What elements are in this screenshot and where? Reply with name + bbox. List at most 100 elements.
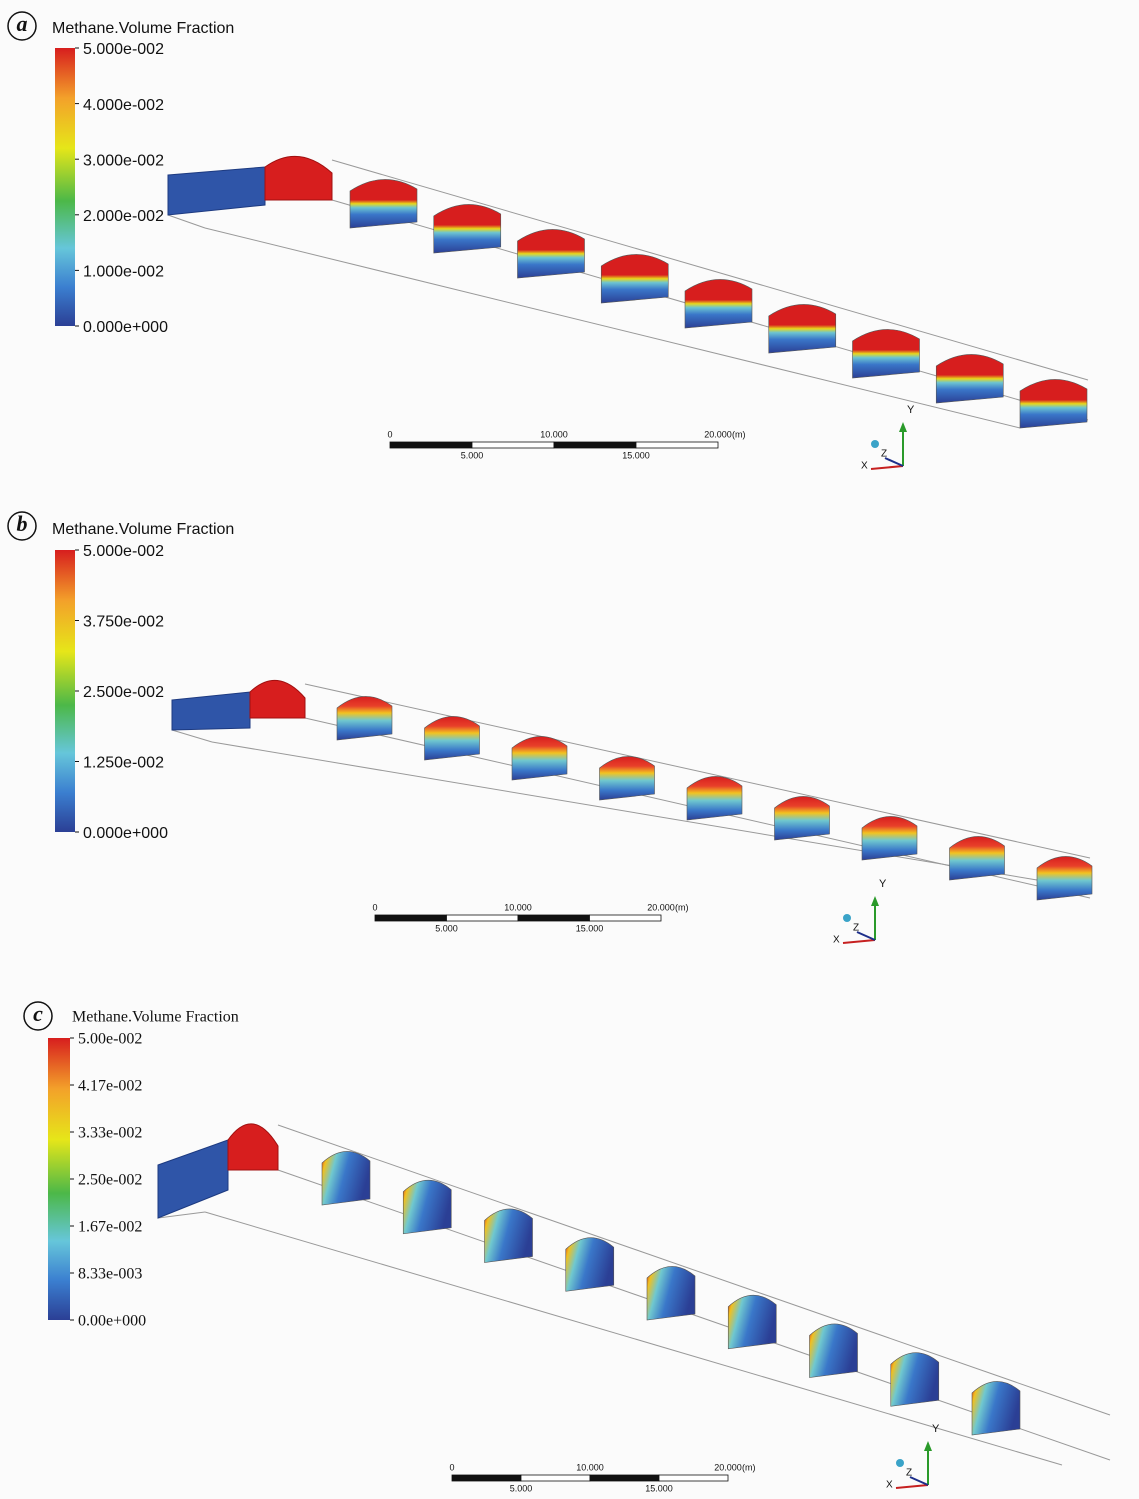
scale-label: 15.000	[645, 1483, 673, 1493]
color-bar-label: 5.00e-002	[78, 1031, 142, 1048]
scale-segment	[390, 442, 472, 448]
cross-section	[350, 179, 417, 228]
cross-section	[485, 1209, 533, 1263]
cross-section	[337, 696, 392, 740]
inlet-box	[158, 1140, 228, 1218]
scale-segment	[375, 915, 447, 921]
axis-z	[885, 458, 903, 466]
scale-label: 0	[449, 1462, 454, 1472]
color-bar	[48, 1038, 70, 1320]
scale-segment	[472, 442, 554, 448]
scale-segment	[447, 915, 519, 921]
axis-label: X	[861, 461, 868, 472]
tunnel-edge	[205, 228, 1020, 428]
axis-label: X	[886, 1480, 893, 1491]
cross-section	[647, 1266, 695, 1320]
scale-unit: (m)	[742, 1462, 756, 1472]
cross-section	[862, 816, 917, 860]
scale-label: 15.000	[576, 923, 604, 933]
color-bar-label: 1.67e-002	[78, 1219, 142, 1236]
inlet-box	[172, 692, 250, 730]
cross-section	[512, 736, 567, 780]
cross-section	[775, 796, 830, 840]
cross-section	[1020, 379, 1087, 428]
axis-label: Y	[932, 1423, 940, 1435]
axis-y-head	[924, 1441, 932, 1451]
scale-label: 15.000	[622, 450, 650, 460]
color-bar-label: 1.000e-002	[83, 264, 164, 281]
color-bar	[55, 48, 75, 326]
scale-unit: (m)	[732, 429, 746, 439]
cross-section	[566, 1238, 614, 1292]
axis-z	[857, 932, 875, 940]
cross-section	[600, 756, 655, 800]
cross-section	[425, 716, 480, 760]
color-bar-label: 1.250e-002	[83, 755, 164, 772]
scale-label: 5.000	[510, 1483, 533, 1493]
cross-section	[1037, 856, 1092, 900]
legend-title: Methane.Volume Fraction	[52, 521, 234, 538]
inlet-arch	[228, 1124, 278, 1170]
scale-segment	[452, 1475, 521, 1481]
axis-label: Z	[853, 923, 859, 934]
axis-z-dot	[896, 1459, 904, 1467]
axis-z-dot	[843, 914, 851, 922]
color-bar-label: 0.000e+000	[83, 319, 168, 336]
axis-label: Y	[907, 404, 915, 416]
cross-section	[434, 204, 501, 253]
cross-section	[601, 254, 668, 303]
scale-segment	[659, 1475, 728, 1481]
scale-label: 10.000	[576, 1462, 604, 1472]
tunnel-edge	[172, 730, 212, 742]
color-bar-label: 3.750e-002	[83, 614, 164, 631]
color-bar-label: 2.000e-002	[83, 208, 164, 225]
tunnel-edge	[168, 215, 205, 228]
color-bar-label: 3.000e-002	[83, 152, 164, 169]
figure: aMethane.Volume Fraction5.000e-0024.000e…	[0, 0, 1139, 1499]
color-bar-label: 8.33e-003	[78, 1266, 142, 1283]
scale-label: 10.000	[504, 902, 532, 912]
axis-label: X	[833, 935, 840, 946]
axis-label: Z	[881, 449, 887, 460]
panel-label: c	[33, 1001, 43, 1026]
axis-x	[843, 940, 875, 943]
scale-label: 20.000	[704, 429, 732, 439]
axis-y-head	[899, 422, 907, 432]
cross-section	[403, 1180, 451, 1234]
scale-segment	[554, 442, 636, 448]
cross-section	[687, 776, 742, 820]
cross-section	[891, 1353, 939, 1407]
legend-title: Methane.Volume Fraction	[72, 1009, 239, 1026]
scale-label: 0	[372, 902, 377, 912]
cross-section	[728, 1295, 776, 1349]
scale-label: 5.000	[435, 923, 458, 933]
axis-z	[910, 1477, 928, 1485]
scale-label: 20.000	[647, 902, 675, 912]
cross-section	[518, 229, 585, 278]
scale-label: 0	[387, 429, 392, 439]
legend-title: Methane.Volume Fraction	[52, 20, 234, 37]
inlet-arch	[250, 680, 305, 718]
cross-section	[685, 279, 752, 328]
cross-section	[769, 304, 836, 353]
cross-section	[810, 1324, 858, 1378]
inlet-arch	[265, 156, 332, 200]
color-bar	[55, 550, 75, 832]
panel-label: b	[17, 511, 28, 536]
scale-segment	[590, 1475, 659, 1481]
cross-section	[936, 354, 1003, 403]
axis-label: Y	[879, 878, 887, 890]
axis-z-dot	[871, 440, 879, 448]
scale-unit: (m)	[675, 902, 689, 912]
scale-segment	[521, 1475, 590, 1481]
color-bar-label: 4.17e-002	[78, 1078, 142, 1095]
color-bar-label: 5.000e-002	[83, 41, 164, 58]
tunnel-edge	[305, 684, 1090, 858]
cross-section	[950, 836, 1005, 880]
inlet-box	[168, 167, 265, 215]
color-bar-label: 0.00e+000	[78, 1313, 146, 1330]
color-bar-label: 2.500e-002	[83, 684, 164, 701]
axis-y-head	[871, 896, 879, 906]
